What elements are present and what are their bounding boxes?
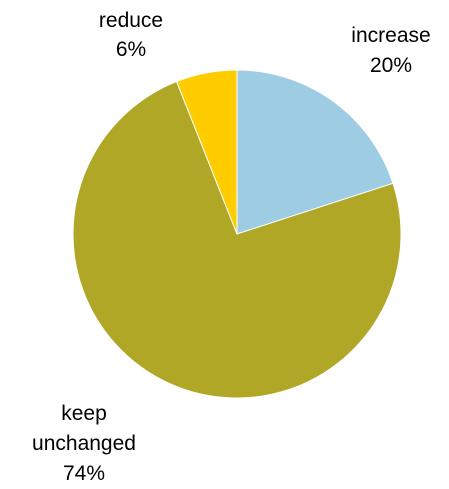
slice-value-label: 6% [116,38,146,61]
pie-slice-keep-unchanged [72,80,402,399]
slice-value-label: 74% [63,462,105,485]
pie-slice-increase [236,69,394,235]
slice-label-increase: increase 20% [351,24,430,77]
slice-label-keep-unchanged: keep unchanged 74% [32,402,136,485]
slice-name-label: unchanged [32,432,136,455]
pie-slices [72,69,402,399]
slice-name-label: keep [61,402,107,425]
slice-value-label: 20% [370,54,412,77]
slice-label-reduce: reduce 6% [99,9,163,61]
pie-slice-reduce [175,69,238,235]
slice-name-label: reduce [99,9,163,32]
slice-name-label: increase [351,24,430,47]
pie-labels: increase 20% keep unchanged 74% reduce 6% [32,9,431,485]
